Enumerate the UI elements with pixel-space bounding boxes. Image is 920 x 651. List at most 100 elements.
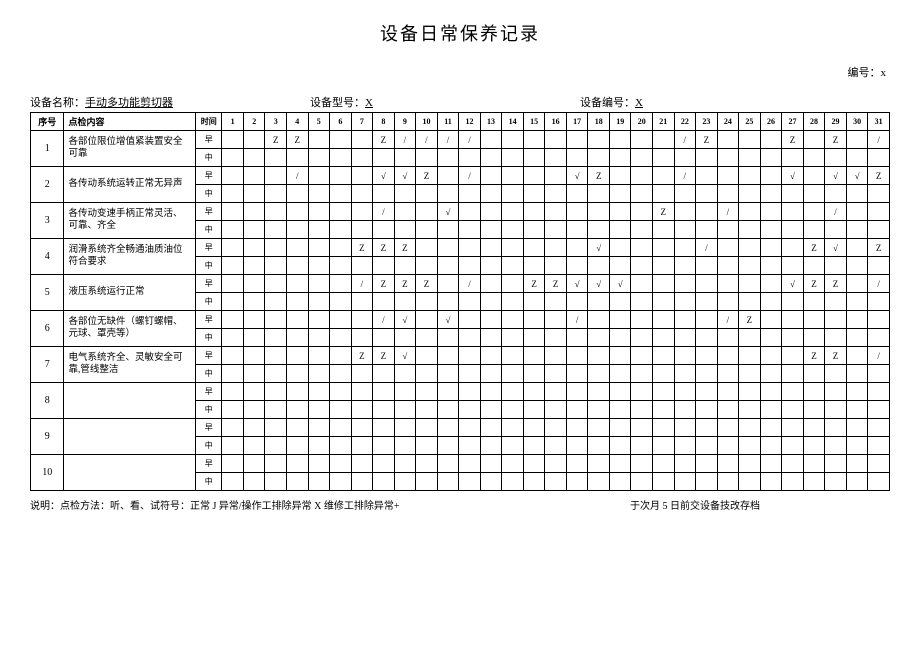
check-cell <box>502 275 524 293</box>
check-cell <box>588 347 610 365</box>
col-day-11: 11 <box>437 113 459 131</box>
check-cell <box>308 347 330 365</box>
check-cell: Z <box>265 131 287 149</box>
check-cell <box>502 455 524 473</box>
check-cell <box>459 203 481 221</box>
check-cell: √ <box>394 347 416 365</box>
check-cell <box>330 167 352 185</box>
col-seq: 序号 <box>31 113 64 131</box>
check-cell <box>739 275 761 293</box>
check-cell <box>545 257 567 275</box>
time-early: 早 <box>196 311 222 329</box>
check-cell <box>265 437 287 455</box>
check-cell <box>373 149 395 167</box>
check-cell <box>459 149 481 167</box>
check-cell <box>696 383 718 401</box>
check-cell <box>846 455 868 473</box>
check-cell <box>286 275 308 293</box>
check-cell <box>308 365 330 383</box>
check-cell <box>696 365 718 383</box>
time-early: 早 <box>196 167 222 185</box>
check-cell: Z <box>373 275 395 293</box>
check-cell <box>459 347 481 365</box>
check-cell <box>286 365 308 383</box>
check-cell <box>459 455 481 473</box>
check-cell <box>394 185 416 203</box>
check-cell <box>739 203 761 221</box>
check-cell <box>868 455 890 473</box>
check-cell <box>825 311 847 329</box>
check-cell <box>308 185 330 203</box>
check-cell <box>760 329 782 347</box>
check-cell <box>265 239 287 257</box>
check-cell <box>480 185 502 203</box>
check-cell <box>609 167 631 185</box>
check-cell <box>739 257 761 275</box>
check-cell <box>480 203 502 221</box>
check-cell <box>609 203 631 221</box>
check-cell <box>609 221 631 239</box>
check-cell <box>566 329 588 347</box>
check-cell <box>760 473 782 491</box>
check-cell: Z <box>653 203 675 221</box>
check-cell <box>416 455 438 473</box>
check-cell <box>588 365 610 383</box>
col-day-21: 21 <box>653 113 675 131</box>
content-cell: 各部位无缺件（螺钉螺帽、元球、罩壳等） <box>64 311 196 347</box>
check-cell <box>222 365 244 383</box>
check-cell <box>782 203 804 221</box>
check-cell <box>286 347 308 365</box>
check-cell <box>566 221 588 239</box>
check-cell: / <box>373 311 395 329</box>
footer-right: 于次月 5 日前交设备技改存档 <box>630 497 890 512</box>
check-cell <box>868 149 890 167</box>
check-cell <box>416 419 438 437</box>
check-cell <box>308 473 330 491</box>
check-cell <box>459 221 481 239</box>
content-cell: 润滑系统齐全畅通油质油位符合要求 <box>64 239 196 275</box>
check-cell <box>846 239 868 257</box>
check-cell: / <box>394 131 416 149</box>
check-cell <box>416 311 438 329</box>
check-cell <box>502 365 524 383</box>
check-cell <box>566 401 588 419</box>
check-cell <box>502 257 524 275</box>
check-cell <box>308 311 330 329</box>
check-cell <box>351 185 373 203</box>
check-cell <box>394 437 416 455</box>
check-cell <box>243 167 265 185</box>
check-cell <box>243 293 265 311</box>
check-cell: / <box>459 131 481 149</box>
check-cell <box>330 473 352 491</box>
table-row: 6各部位无缺件（螺钉螺帽、元球、罩壳等）早/√√//Z <box>31 311 890 329</box>
col-day-1: 1 <box>222 113 244 131</box>
check-cell <box>846 347 868 365</box>
check-cell: / <box>459 167 481 185</box>
check-cell <box>243 419 265 437</box>
check-cell <box>265 347 287 365</box>
check-cell <box>696 167 718 185</box>
check-cell <box>459 419 481 437</box>
check-cell <box>846 203 868 221</box>
seq-cell: 1 <box>31 131 64 167</box>
check-cell <box>631 167 653 185</box>
check-cell <box>243 203 265 221</box>
check-cell: Z <box>394 275 416 293</box>
content-cell: 各传动系统运转正常无异声 <box>64 167 196 203</box>
check-cell <box>416 149 438 167</box>
check-cell <box>696 419 718 437</box>
check-cell <box>243 383 265 401</box>
check-cell <box>631 401 653 419</box>
check-cell <box>825 365 847 383</box>
check-cell <box>480 365 502 383</box>
check-cell <box>416 347 438 365</box>
check-cell <box>696 185 718 203</box>
check-cell <box>243 329 265 347</box>
check-cell <box>653 383 675 401</box>
check-cell <box>351 329 373 347</box>
check-cell <box>416 473 438 491</box>
seq-cell: 3 <box>31 203 64 239</box>
check-cell <box>717 239 739 257</box>
check-cell <box>523 149 545 167</box>
check-cell <box>222 293 244 311</box>
